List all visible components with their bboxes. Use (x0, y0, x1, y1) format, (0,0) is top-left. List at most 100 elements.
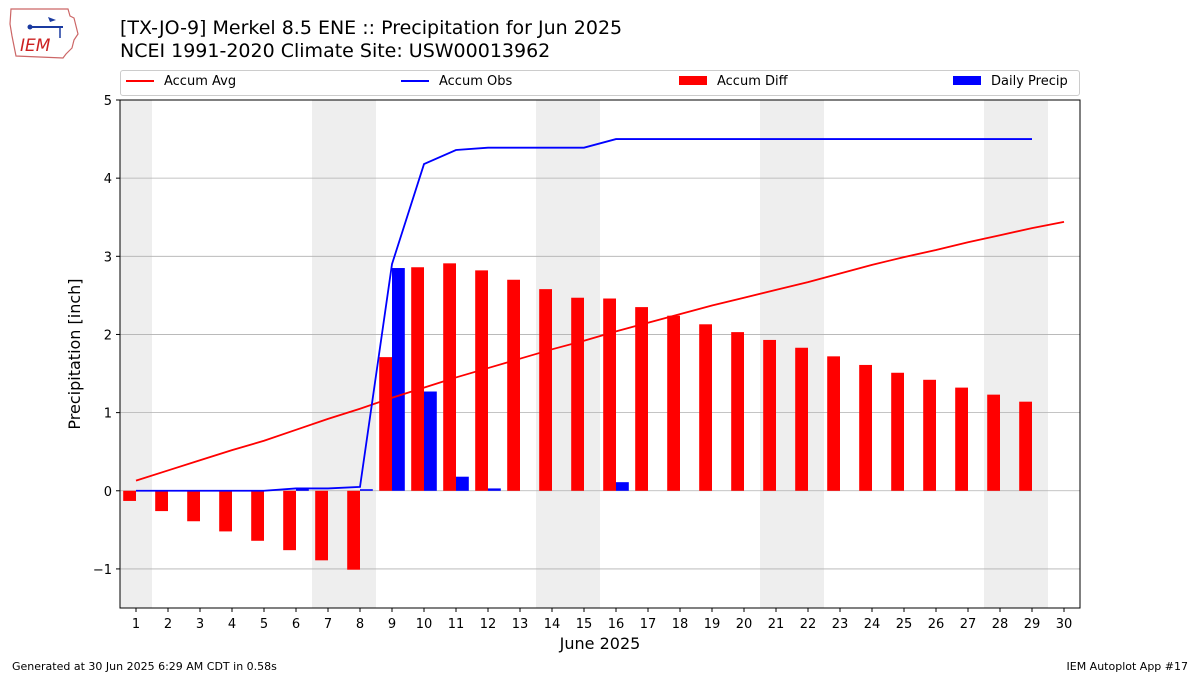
daily-precip-bar-day-12 (488, 488, 501, 491)
iem-logo: IEM (8, 6, 80, 60)
y-tick-label: −1 (93, 563, 112, 578)
accum-avg-line (135, 221, 1065, 482)
accum-diff-bar-day-3 (187, 490, 200, 522)
x-tick-label: 14 (544, 617, 561, 632)
y-axis-label: Precipitation [inch] (65, 278, 84, 429)
x-tick-label: 3 (196, 617, 204, 632)
logo-text: IEM (20, 36, 51, 56)
x-tick-label: 23 (832, 617, 849, 632)
accum-diff-bar-day-1 (123, 490, 136, 501)
accum-diff-bar-day-26 (923, 379, 936, 491)
x-tick-label: 16 (608, 617, 625, 632)
accum-diff-bar-day-16 (603, 298, 616, 491)
accum-diff-bar-day-14 (539, 289, 552, 491)
legend-label-accum-diff: Accum Diff (717, 74, 788, 89)
daily-precip-bar-day-16 (616, 482, 629, 491)
accum-diff-bar-day-29 (1019, 401, 1032, 491)
daily-precip-bar-day-10 (424, 391, 437, 491)
daily-precip-bar-day-8 (360, 489, 373, 491)
accum-diff-bar-day-27 (955, 387, 968, 491)
x-tick-label: 11 (448, 617, 465, 632)
legend-label-accum-obs: Accum Obs (439, 74, 513, 89)
chart-legend: Accum Avg Accum Obs Accum Diff Daily Pre… (120, 70, 1080, 96)
accum-diff-bar-day-8 (347, 490, 360, 570)
x-tick-label: 12 (480, 617, 497, 632)
y-tick-label: 5 (104, 94, 112, 109)
x-tick-label: 9 (388, 617, 396, 632)
daily-precip-bar-day-11 (456, 476, 469, 491)
y-tick-label: 1 (104, 407, 112, 422)
x-tick-label: 27 (960, 617, 977, 632)
x-tick-label: 5 (260, 617, 268, 632)
x-tick-label: 6 (292, 617, 300, 632)
x-tick-label: 24 (864, 617, 881, 632)
x-tick-label: 17 (640, 617, 657, 632)
x-tick-label: 28 (992, 617, 1009, 632)
accum-diff-bar-day-15 (571, 297, 584, 491)
accum-diff-bar-day-9 (379, 357, 392, 491)
x-tick-label: 18 (672, 617, 689, 632)
legend-item-accum-diff: Accum Diff (679, 74, 788, 92)
accum-diff-bar-day-25 (891, 372, 904, 491)
x-tick-label: 10 (416, 617, 433, 632)
accum-diff-bar-day-17 (635, 307, 648, 491)
x-tick-label: 19 (704, 617, 721, 632)
plot-area-frame (119, 99, 1081, 609)
legend-item-accum-obs: Accum Obs (401, 74, 512, 92)
x-axis-label: June 2025 (559, 634, 641, 653)
legend-swatch-accum-avg (126, 79, 154, 82)
x-tick-label: 4 (228, 617, 236, 632)
x-tick-label: 20 (736, 617, 753, 632)
y-tick-label: 0 (104, 485, 112, 500)
chart-subtitle: NCEI 1991-2020 Climate Site: USW00013962 (120, 40, 551, 62)
x-tick-label: 13 (512, 617, 529, 632)
y-tick-label: 2 (104, 328, 112, 343)
x-tick-label: 25 (896, 617, 913, 632)
accum-diff-bar-day-2 (155, 490, 168, 512)
weekend-shade-day-29 (1016, 100, 1048, 608)
accum-diff-bar-day-28 (987, 394, 1000, 491)
accum-diff-bar-day-23 (827, 356, 840, 491)
legend-label-accum-avg: Accum Avg (164, 74, 237, 89)
x-tick-label: 29 (1024, 617, 1041, 632)
footer-generated-text: Generated at 30 Jun 2025 6:29 AM CDT in … (12, 660, 277, 673)
accum-diff-bar-day-4 (219, 490, 232, 532)
accum-diff-bar-day-24 (859, 364, 872, 491)
x-tick-label: 22 (800, 617, 817, 632)
accum-diff-bar-day-20 (731, 332, 744, 491)
x-tick-label: 2 (164, 617, 172, 632)
x-tick-label: 1 (132, 617, 140, 632)
legend-label-daily-precip: Daily Precip (991, 74, 1068, 89)
x-tick-label: 15 (576, 617, 593, 632)
accum-obs-line (136, 138, 1032, 492)
x-tick-label: 8 (356, 617, 364, 632)
x-tick-label: 30 (1056, 617, 1073, 632)
daily-precip-bar-day-6 (296, 488, 309, 491)
daily-precip-bar-day-9 (392, 268, 405, 491)
weekend-shade-day-1 (120, 100, 152, 608)
accum-diff-bar-day-22 (795, 347, 808, 491)
accum-diff-bar-day-21 (763, 339, 776, 491)
y-tick-label: 3 (104, 250, 112, 265)
accum-diff-bar-day-7 (315, 490, 328, 561)
accum-diff-bar-day-6 (283, 490, 296, 551)
x-tick-label: 26 (928, 617, 945, 632)
legend-item-daily-precip: Daily Precip (953, 74, 1068, 92)
legend-swatch-daily-precip (953, 76, 981, 85)
accum-diff-bar-day-11 (443, 263, 456, 491)
chart-title: [TX-JO-9] Merkel 8.5 ENE :: Precipitatio… (120, 17, 623, 39)
accum-diff-bar-day-12 (475, 270, 488, 491)
footer-app-text: IEM Autoplot App #17 (1066, 660, 1189, 673)
accum-diff-bar-day-5 (251, 490, 264, 541)
accum-diff-bar-day-18 (667, 315, 680, 491)
accum-diff-bar-day-13 (507, 279, 520, 491)
legend-item-accum-avg: Accum Avg (126, 74, 236, 92)
accum-diff-bar-day-10 (411, 267, 424, 491)
x-tick-label: 21 (768, 617, 785, 632)
legend-swatch-accum-diff (679, 76, 707, 85)
legend-swatch-accum-obs (401, 79, 429, 82)
y-tick-label: 4 (104, 172, 112, 187)
accum-diff-bar-day-19 (699, 324, 712, 491)
x-tick-label: 7 (324, 617, 332, 632)
